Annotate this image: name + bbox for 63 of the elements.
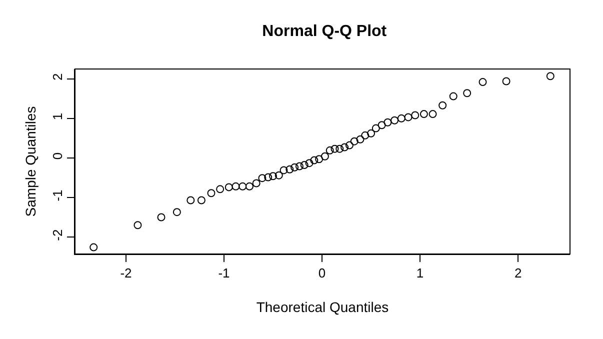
point [157,213,166,222]
y-tick-label: 1 [50,112,65,120]
x-axis-title: Theoretical Quantiles [256,298,389,315]
point [345,141,354,150]
y-tick-label: -1 [50,190,65,202]
x-tick-label: 0 [318,266,326,281]
point [390,116,399,124]
point [397,114,406,122]
point [449,92,458,100]
y-tick-label: 2 [50,73,65,81]
x-tick-label: 1 [416,266,424,281]
point [372,124,380,132]
point [428,110,437,118]
x-tick-label: -2 [120,266,132,281]
point [330,144,339,153]
point [310,156,318,164]
point [502,77,510,86]
point [134,221,142,230]
point [411,111,420,120]
y-tick-label: 0 [50,152,65,160]
point [286,165,294,174]
point [252,179,260,188]
x-tick-label: 2 [514,266,522,281]
point [463,89,472,98]
point [336,144,344,153]
point [238,182,247,190]
point [546,72,554,80]
point [384,118,392,126]
point [280,166,288,174]
point [300,161,308,170]
point [186,196,195,204]
x-tick-label: -1 [218,266,230,281]
point [356,135,364,144]
point [264,173,272,182]
point [361,131,370,140]
point [258,174,266,182]
point [274,171,283,180]
point [326,146,334,154]
point [245,182,254,190]
point [90,243,98,252]
point [340,143,349,152]
point [295,162,304,170]
point [305,159,314,168]
point [290,163,299,172]
point [232,182,240,190]
point [197,196,206,204]
point [207,189,216,198]
point [172,208,181,216]
y-tick-label: -2 [50,229,65,241]
y-axis-title: Sample Quantiles [22,106,38,217]
point [478,78,487,86]
point [404,113,412,122]
point [315,155,324,164]
point [224,183,233,192]
point [420,110,428,118]
point [216,185,224,194]
point [367,129,376,138]
point [350,137,358,146]
point [438,101,447,110]
point [378,121,386,130]
chart-title: Normal Q-Q Plot [262,23,388,40]
point [320,152,329,160]
point [269,172,277,180]
